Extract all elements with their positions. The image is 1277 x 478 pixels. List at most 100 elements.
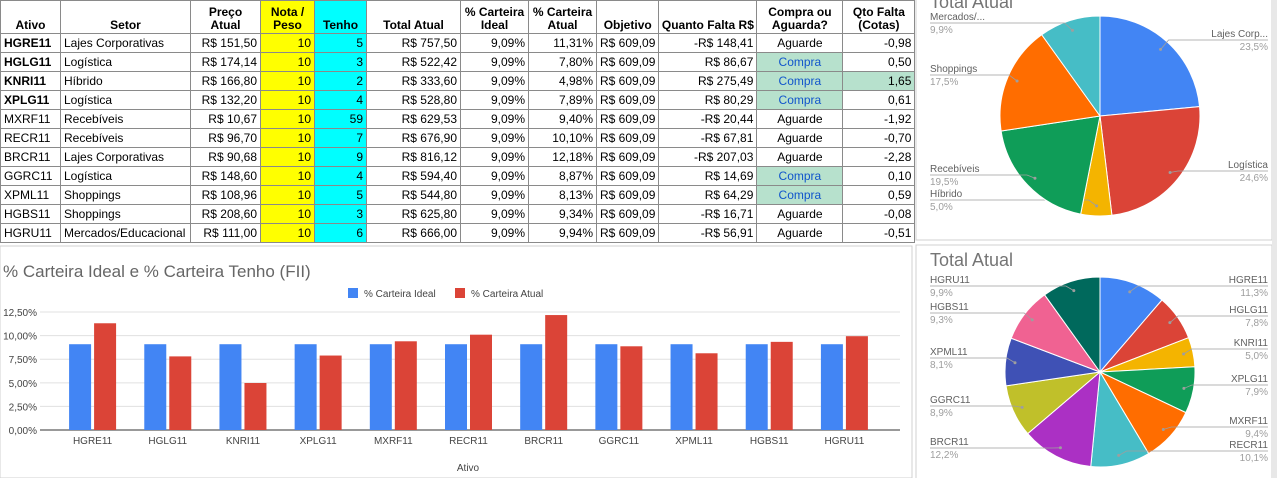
slice-value-label: 11,3% — [1240, 288, 1268, 299]
bar — [94, 323, 117, 430]
leader-dot — [1168, 170, 1172, 174]
slice-value-label: 5,0% — [1245, 351, 1268, 362]
cell: Compra — [756, 90, 844, 110]
cell: -1,92 — [842, 109, 916, 129]
bar — [394, 341, 417, 430]
cell: Lajes Corporativas — [60, 33, 191, 53]
header-cell: Nota / Peso — [260, 0, 315, 34]
cell: 10 — [260, 204, 315, 224]
bar — [620, 346, 643, 430]
x-tick-label: HGLG11 — [148, 436, 187, 447]
leader-dot — [1095, 204, 1099, 208]
cell: R$ 86,67 — [658, 52, 758, 72]
cell: R$ 166,80 — [190, 71, 261, 91]
cell: 10,10% — [528, 128, 597, 148]
chart-title: Total Atual — [930, 250, 1013, 270]
chart-title: % Carteira Ideal e % Carteira Tenho (FII… — [3, 262, 311, 281]
slice-value-label: 17,5% — [930, 77, 958, 88]
slice-label: Logística — [1228, 160, 1268, 171]
cell: R$ 151,50 — [190, 33, 261, 53]
cell: 59 — [314, 109, 367, 129]
cell: Mercados/Educacional — [60, 223, 191, 243]
cell: R$ 609,09 — [595, 33, 660, 53]
leader-line — [930, 357, 1016, 364]
header-cell: Objetivo — [595, 0, 660, 34]
cell: R$ 609,09 — [595, 166, 660, 186]
cell: 10 — [260, 185, 315, 205]
slice-label: Shoppings — [930, 64, 977, 75]
cell: Recebíveis — [60, 128, 191, 148]
table-header: Ativo Setor Preço Atual Nota / Peso Tenho Tot… — [0, 0, 916, 34]
x-tick-label: HGRU11 — [824, 436, 864, 447]
cell: Compra — [756, 52, 844, 72]
slice-value-label: 23,5% — [1240, 42, 1268, 53]
pie-slice — [1099, 276, 1163, 374]
cell: 5 — [314, 33, 367, 53]
y-tick-label: 7,50% — [9, 355, 37, 366]
cell: Compra — [756, 185, 844, 205]
header-cell: Ativo — [0, 0, 61, 34]
header-cell: Tenho — [314, 0, 367, 34]
cell: 10 — [260, 166, 315, 186]
cell: 9,09% — [460, 33, 529, 53]
cell: 4,98% — [528, 71, 597, 91]
cell: HGRE11 — [0, 33, 61, 53]
bar — [319, 355, 342, 430]
cell: R$ 528,80 — [366, 90, 461, 110]
cell: GGRC11 — [0, 166, 61, 186]
leader-dot — [1015, 79, 1019, 83]
row: XPLG11 Logística R$ 132,20 10 4 R$ 528,80 9,09… — [0, 90, 916, 110]
row: HGRE11 Lajes Corporativas R$ 151,50 10 5 R$ 7… — [0, 33, 916, 53]
leader-line — [1183, 384, 1268, 389]
x-tick-label: RECR11 — [449, 436, 488, 447]
bar — [695, 353, 718, 430]
x-tick-label: XPLG11 — [300, 436, 337, 447]
slice-value-label: 12,2% — [930, 450, 958, 461]
cell: 5 — [314, 185, 367, 205]
leader-dot — [1182, 386, 1186, 390]
y-tick-label: 2,50% — [9, 402, 37, 413]
cell: R$ 629,53 — [366, 109, 461, 129]
header-cell: Setor — [60, 0, 191, 34]
cell: 9,09% — [460, 71, 529, 91]
leader-dot — [1030, 318, 1034, 322]
cell: -R$ 67,81 — [658, 128, 758, 148]
pie-slice — [1000, 115, 1101, 215]
cell: 4 — [314, 166, 367, 186]
cell: 10 — [260, 128, 315, 148]
cell: 8,87% — [528, 166, 597, 186]
cell: 1,65 — [842, 71, 916, 91]
slice-value-label: 7,9% — [1245, 387, 1268, 398]
y-tick-label: 12,50% — [3, 308, 37, 319]
bar — [770, 341, 793, 430]
cell: R$ 148,60 — [190, 166, 261, 186]
cell: R$ 333,60 — [366, 71, 461, 91]
leader-dot — [1070, 28, 1074, 32]
leader-line — [1129, 285, 1268, 293]
cell: 9,09% — [460, 185, 529, 205]
cell: R$ 10,67 — [190, 109, 261, 129]
leader-line — [1169, 315, 1268, 323]
slice-label: RECR11 — [1229, 440, 1268, 451]
cell: Aguarde — [756, 223, 844, 243]
cell: Logística — [60, 166, 191, 186]
row: HGRU11 Mercados/Educacional R$ 111,00 10 6 R$… — [0, 223, 916, 243]
cell: -0,98 — [842, 33, 916, 53]
pie-slice — [1041, 15, 1101, 118]
slice-value-label: 19,5% — [930, 177, 958, 188]
cell: Shoppings — [60, 204, 191, 224]
slice-label: Híbrido — [930, 189, 963, 200]
leader-dot — [1058, 446, 1062, 450]
cell: -R$ 148,41 — [658, 33, 758, 53]
slice-label: GGRC11 — [930, 395, 971, 406]
cell: 9,94% — [528, 223, 597, 243]
cell: R$ 14,69 — [658, 166, 758, 186]
cell: R$ 174,14 — [190, 52, 261, 72]
cell: Compra — [756, 71, 844, 91]
legend-label: % Carteira Ideal — [364, 289, 436, 300]
leader-line — [930, 199, 1097, 207]
bar — [845, 336, 868, 430]
cell: 10 — [260, 90, 315, 110]
bar — [169, 356, 192, 430]
